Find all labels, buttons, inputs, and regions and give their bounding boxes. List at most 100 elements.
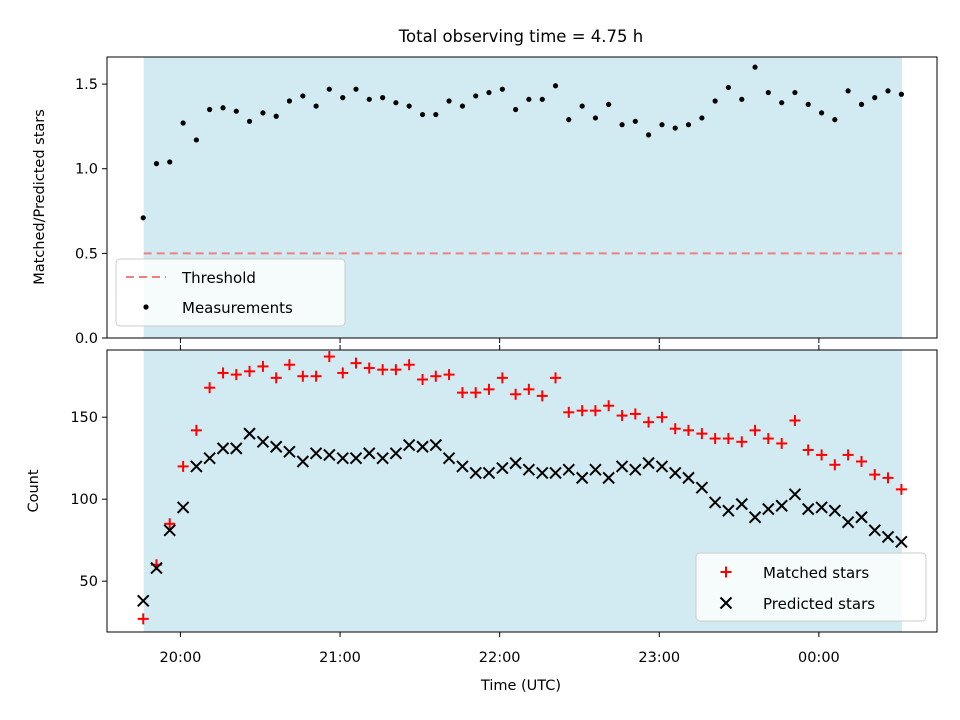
cross-b [150, 561, 163, 575]
matched-star-point [403, 359, 415, 371]
x-axis-label: Time (UTC) [480, 678, 561, 694]
cross-b [216, 442, 230, 455]
predicted-star-point [230, 442, 243, 455]
cross-b [269, 440, 283, 453]
cross-b [629, 463, 642, 476]
predicted-star-point [150, 561, 163, 575]
cross-b [788, 488, 802, 501]
matched-star-point [230, 369, 242, 381]
matched-star-point [722, 433, 734, 445]
matched-star-point [297, 370, 309, 382]
matched-star-point [377, 364, 389, 376]
measurement-point [366, 96, 372, 102]
legend-measurements-swatch [143, 304, 149, 310]
measurement-point [672, 125, 678, 131]
matched-star-point [789, 415, 801, 426]
legend-plus [720, 566, 732, 578]
cross-b [841, 515, 855, 529]
legend-matched-label: Matched stars [763, 564, 869, 582]
measurement-point [473, 93, 479, 99]
cross-b [895, 535, 908, 549]
matched-star-point [337, 367, 349, 379]
y-tick-label: 0.0 [75, 331, 98, 347]
top-axes-frame [106, 56, 938, 339]
cross-b [719, 596, 733, 610]
predicted-star-point [469, 466, 482, 480]
predicted-star-point [176, 501, 190, 514]
matched-star-point [869, 469, 881, 481]
predicted-star-point [722, 504, 735, 517]
measurement-point [207, 106, 213, 113]
cross-b [203, 452, 216, 465]
predicted-star-point [389, 447, 403, 460]
predicted-star-point [376, 452, 389, 465]
predicted-star-point [655, 460, 669, 473]
legend-matched-swatch [720, 566, 732, 578]
measurement-point [180, 120, 186, 126]
bottom-panel: 50 100 150 20:00 21:00 22:00 23:00 00:00 Count… [26, 349, 938, 694]
cross-b [349, 452, 363, 465]
cross-b [190, 460, 203, 473]
matched-star-point [310, 370, 322, 382]
matched-star-point [776, 437, 788, 449]
cross-b [163, 524, 176, 537]
measurement-point [433, 111, 439, 118]
predicted-star-point [828, 504, 842, 517]
predicted-star-point [881, 530, 895, 544]
cross-b [762, 502, 775, 516]
cross-b [456, 460, 469, 473]
predicted-star-point [349, 452, 363, 465]
cross-b [469, 466, 482, 480]
predicted-star-point [748, 511, 762, 524]
matched-star-point [164, 518, 176, 530]
bottom-axes-frame [106, 349, 938, 633]
measurement-point [552, 83, 559, 89]
measurement-point [699, 115, 705, 121]
matched-star-point [323, 351, 335, 363]
measurement-point [140, 215, 146, 221]
measurement-point [513, 106, 519, 113]
predicted-star-point [841, 515, 855, 529]
measurement-point [486, 89, 492, 96]
cross-b [323, 448, 336, 462]
predicted-star-point [243, 427, 256, 440]
predicted-star-point [642, 456, 655, 470]
x-tick-label: 20:00 [160, 650, 202, 666]
predicted-star-point [402, 438, 416, 452]
matched-star-point [283, 359, 295, 371]
cross-b [176, 501, 190, 514]
predicted-star-point [575, 471, 589, 485]
matched-star-point [390, 364, 402, 376]
measurement-point [233, 108, 239, 114]
predicted-star-point [629, 463, 642, 476]
y-tick-label: 0.5 [75, 246, 98, 262]
predicted-star-point [137, 594, 150, 608]
cross-b [669, 466, 682, 480]
measurement-point [326, 86, 332, 92]
cross-b [509, 456, 522, 470]
predicted-star-point [256, 435, 270, 449]
predicted-star-point [695, 481, 709, 494]
predicted-star-point [283, 445, 296, 458]
matched-star-point [576, 405, 588, 417]
legend-predicted-label: Predicted stars [763, 595, 875, 613]
legend-measurements-label: Measurements [182, 299, 293, 317]
figure-title: Total observing time = 4.75 h [398, 27, 643, 46]
cross-b [296, 455, 310, 468]
predicted-star-point [323, 448, 336, 462]
measurement-point [393, 100, 399, 106]
predicted-star-point [203, 452, 216, 465]
predicted-star-point [788, 488, 802, 501]
x-tick-label: 23:00 [638, 650, 680, 666]
cross-b [256, 435, 270, 449]
cross-b [735, 497, 748, 511]
measurement-point [526, 96, 532, 102]
measurement-point [446, 98, 452, 104]
measurement-point [725, 84, 731, 91]
top-panel: 0.0 0.5 1.0 1.5 Matched/Predicted stars Thr… [32, 56, 938, 350]
top-y-ticks: 0.0 0.5 1.0 1.5 [75, 77, 107, 347]
matched-stars-points [137, 351, 907, 625]
measurement-point [260, 110, 266, 116]
top-x-ticks [179, 338, 820, 350]
predicted-star-point [509, 456, 522, 470]
